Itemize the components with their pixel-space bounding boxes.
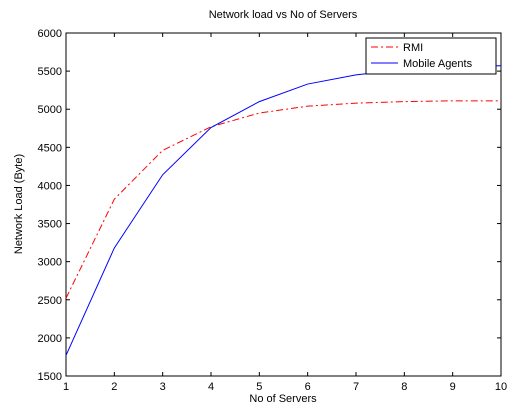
legend: RMI Mobile Agents [365, 37, 497, 75]
y-tick-label: 4500 [38, 142, 62, 154]
x-tick-label: 6 [305, 381, 311, 393]
y-tick-label: 5000 [38, 104, 62, 116]
x-tick-label: 2 [111, 381, 117, 393]
y-tick-label: 6000 [38, 28, 62, 40]
tick-layer: 1 2 3 4 5 6 7 8 9 10 1500 2000 2500 3000 3500 4000 4500 5… [38, 28, 508, 393]
y-tick-label: 2000 [38, 333, 62, 345]
x-axis-title: No of Servers [249, 393, 317, 405]
y-tick-label: 3500 [38, 219, 62, 231]
x-tick-label: 1 [63, 381, 69, 393]
y-tick-label: 4000 [38, 180, 62, 192]
y-tick-label: 3000 [38, 257, 62, 269]
legend-box [365, 37, 497, 75]
legend-label-rmi: RMI [403, 42, 423, 54]
x-tick-label: 7 [353, 381, 359, 393]
plot-frame [65, 32, 502, 377]
x-tick-label: 4 [208, 381, 214, 393]
y-axis-title: Network Load (Byte) [13, 154, 25, 254]
x-tick-label: 10 [495, 381, 507, 393]
series-line-rmi [65, 100, 501, 299]
y-tick-label: 2500 [38, 295, 62, 307]
y-tick-label: 5500 [38, 66, 62, 78]
chart-title: Network load vs No of Servers [209, 9, 358, 21]
legend-label-mobile-agents: Mobile Agents [403, 58, 473, 70]
x-tick-label: 8 [401, 381, 407, 393]
y-tick-label: 1500 [38, 371, 62, 383]
x-tick-label: 3 [160, 381, 166, 393]
x-tick-label: 5 [256, 381, 262, 393]
x-tick-label: 9 [450, 381, 456, 393]
